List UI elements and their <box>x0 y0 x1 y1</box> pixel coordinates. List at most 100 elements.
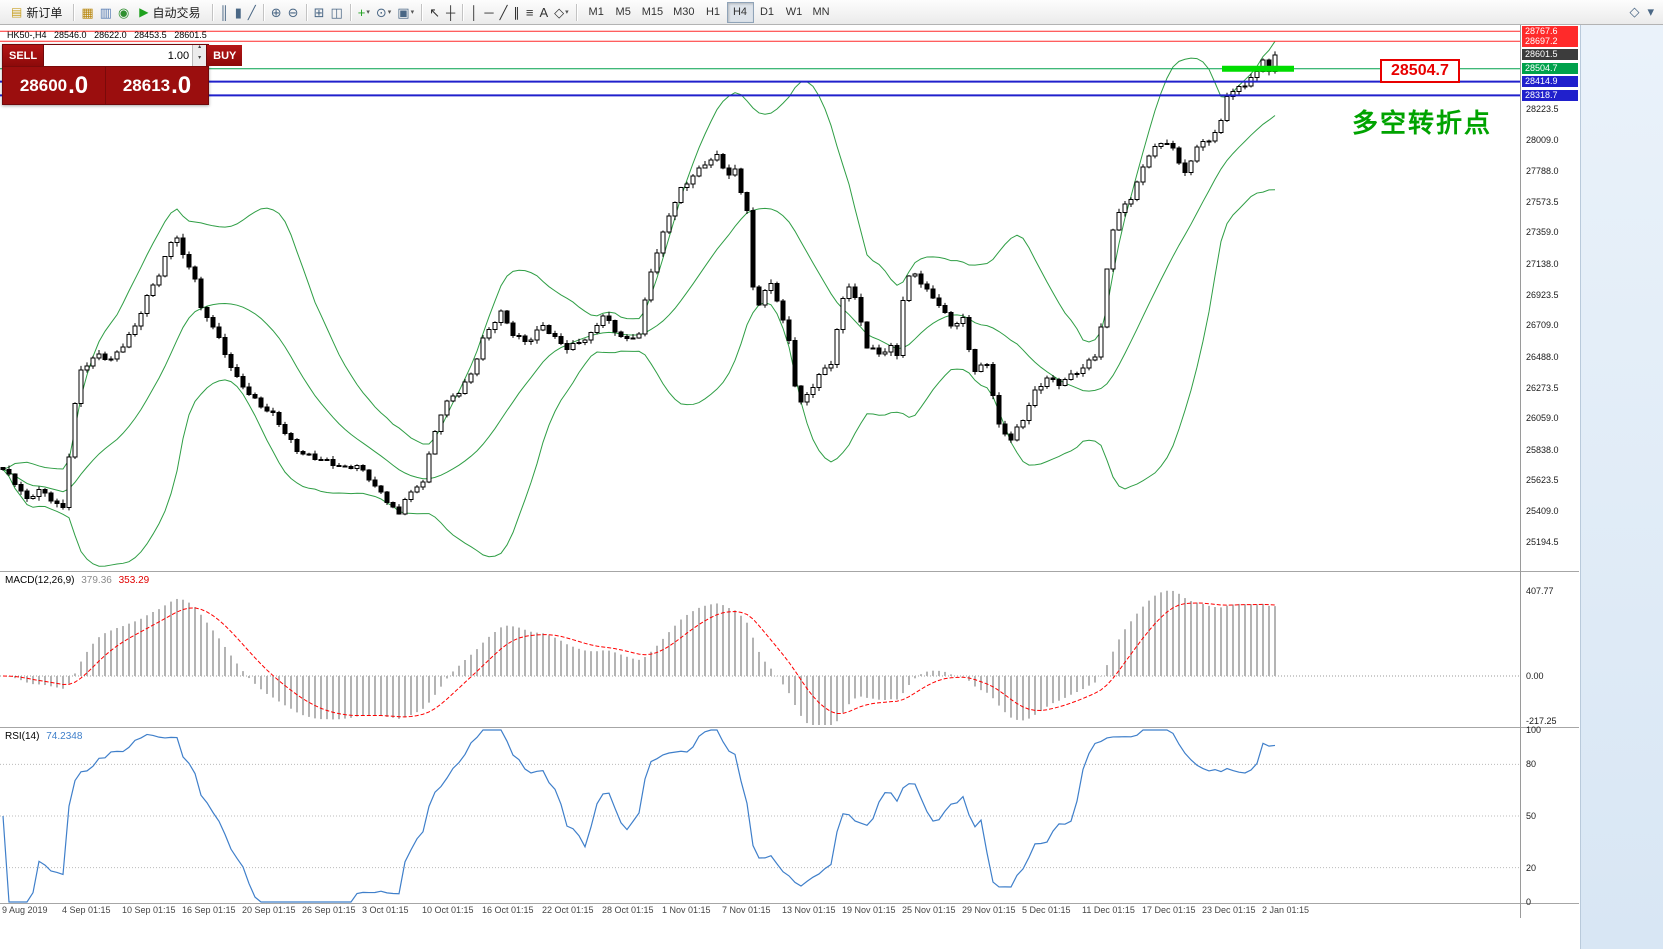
new-order-button-label: 新订单 <box>26 5 63 20</box>
horizontal-line-icon: ─ <box>484 4 494 20</box>
chart-window-icon: ▦ <box>81 4 94 20</box>
volume-spinner[interactable]: ▴ ▾ <box>192 44 207 66</box>
time-tick-label: 17 Dec 01:15 <box>1142 905 1196 915</box>
sell-price-frac: .0 <box>68 71 89 99</box>
rsi-value: 74.2348 <box>46 731 83 742</box>
line-chart-icon[interactable]: ╱ <box>245 2 259 23</box>
timeframe-m30[interactable]: M30 <box>668 2 699 23</box>
crosshair-icon[interactable]: ┼ <box>443 2 458 23</box>
rsi-indicator-label: RSI(14) 74.2348 <box>5 731 86 742</box>
horizontal-line-icon[interactable]: ─ <box>481 2 496 23</box>
sell-price[interactable]: 28600 .0 <box>3 67 106 104</box>
time-tick-label: 10 Sep 01:15 <box>122 905 176 915</box>
bar-chart-icon[interactable]: ║ <box>217 2 232 23</box>
arrows-icon[interactable]: ◇ ▾ <box>551 2 572 23</box>
trade-panel-top-row: SELL ▴▾ BUY <box>3 44 243 67</box>
buy-button[interactable]: BUY <box>207 45 243 66</box>
cascade-windows-icon[interactable]: ◫ <box>327 2 345 23</box>
data-window-icon[interactable]: ◉ <box>115 2 132 23</box>
data-window-icon: ◉ <box>117 4 130 20</box>
zoom-in-icon[interactable]: ⊕ <box>268 2 285 23</box>
periods-menu-icon[interactable]: ⊙ ▾ <box>373 2 394 23</box>
time-tick-label: 10 Oct 01:15 <box>422 905 474 915</box>
indicators-menu-icon[interactable]: + ▾ <box>355 2 373 23</box>
tile-windows-icon[interactable]: ⊞ <box>311 2 328 23</box>
buy-price[interactable]: 28613 .0 <box>106 67 208 104</box>
time-tick-label: 16 Sep 01:15 <box>182 905 236 915</box>
dropdown-caret-icon: ▾ <box>366 9 370 16</box>
bb-middle-band <box>2 115 1276 493</box>
rsi-line <box>2 729 1276 903</box>
timeframe-w1[interactable]: W1 <box>781 2 808 23</box>
time-tick-label: 26 Sep 01:15 <box>302 905 356 915</box>
price-callout-label[interactable]: 28504.7 <box>1380 58 1460 83</box>
text-label-icon[interactable]: A <box>537 2 552 23</box>
spinner-up-icon[interactable]: ▴ <box>198 44 202 50</box>
main-toolbar: ▤ 新订单 ▦ ▥ ◉ ▶ 自动交易 ║ ▮ ╱ ⊕ ⊖ ⊞ ◫ + ▾ ⊙ ▾ ▣ ▾ ↖ ┼ │ ─ ╱ ∥ ≡ A ◇ ▾ M1 M5 M… <box>0 0 1663 25</box>
play-icon: ▶ <box>139 5 149 19</box>
support-highlight-line[interactable] <box>1222 65 1294 72</box>
sell-button[interactable]: SELL <box>3 45 44 66</box>
volume-input[interactable] <box>44 45 193 66</box>
channel-icon[interactable]: ∥ <box>510 2 523 23</box>
timeframe-m5[interactable]: M5 <box>610 2 637 23</box>
time-tick-label: 5 Dec 01:15 <box>1022 905 1071 915</box>
time-tick-label: 3 Oct 01:15 <box>362 905 409 915</box>
text-label-icon: A <box>539 4 549 20</box>
turning-point-annotation[interactable]: 多空转折点 <box>1352 108 1493 138</box>
new-order-button[interactable]: ▤ 新订单 <box>4 2 69 23</box>
profiles-icon[interactable]: ▥ <box>97 2 115 23</box>
trendline-icon[interactable]: ╱ <box>497 2 511 23</box>
macd-indicator-label: MACD(12,26,9) 379.36 353.29 <box>5 575 153 586</box>
templates-menu-icon[interactable]: ▣ ▾ <box>394 2 417 23</box>
price-level-lines[interactable] <box>0 30 1520 97</box>
close-value: 28601.5 <box>174 30 207 40</box>
toolbar-right-icons: ◇ ▾ <box>1626 2 1659 23</box>
time-tick-label: 19 Nov 01:15 <box>842 905 896 915</box>
macd-name: MACD(12,26,9) <box>5 575 75 586</box>
spinner-down-icon[interactable]: ▾ <box>198 54 202 61</box>
symbol-ohlc-bar: HK50-,H4 28546.0 28622.0 28453.5 28601.5 <box>7 30 212 40</box>
timeframe-h4[interactable]: H4 <box>726 1 754 23</box>
timeframe-m15[interactable]: M15 <box>637 2 668 23</box>
time-axis: 9 Aug 2019 4 Sep 01:15 10 Sep 01:15 16 Sep … <box>0 905 1520 919</box>
timeframe-m1[interactable]: M1 <box>583 2 610 23</box>
dropdown-caret-icon: ▾ <box>387 9 392 16</box>
timeframe-h1[interactable]: H1 <box>700 2 727 23</box>
time-tick-label: 28 Oct 01:15 <box>602 905 654 915</box>
time-tick-label: 1 Nov 01:15 <box>662 905 711 915</box>
time-tick-label: 7 Nov 01:15 <box>722 905 771 915</box>
macd-signal-line <box>2 602 1276 718</box>
zoom-out-icon[interactable]: ⊖ <box>285 2 302 23</box>
candlestick-chart-icon: ▮ <box>234 4 242 20</box>
cursor-icon[interactable]: ↖ <box>426 2 443 23</box>
timeframe-mn[interactable]: MN <box>808 2 835 23</box>
toolbar-overflow-icon[interactable]: ▾ <box>1647 4 1654 19</box>
vertical-line-icon[interactable]: │ <box>467 2 481 23</box>
new-order-icon: ▤ <box>11 5 23 19</box>
volume-field[interactable]: ▴▾ <box>43 44 208 66</box>
macd-signal-value: 353.29 <box>118 575 150 586</box>
high-value: 28622.0 <box>94 30 127 40</box>
toolbar-separator <box>421 3 423 21</box>
fibonacci-icon[interactable]: ≡ <box>523 2 537 23</box>
window-options-icon[interactable]: ◇ <box>1629 4 1640 19</box>
profiles-icon: ▥ <box>99 4 112 20</box>
auto-trading-button[interactable]: ▶ 自动交易 <box>132 2 207 23</box>
candlestick-chart-icon[interactable]: ▮ <box>232 2 245 23</box>
time-tick-label: 29 Nov 01:15 <box>962 905 1016 915</box>
templates-menu-icon: ▣ <box>397 4 410 20</box>
timeframe-d1[interactable]: D1 <box>754 2 781 23</box>
line-chart-icon: ╱ <box>247 4 256 20</box>
toolbar-separator <box>305 3 307 21</box>
macd-indicator <box>2 590 1276 725</box>
dropdown-caret-icon: ▾ <box>410 9 415 16</box>
crosshair-icon: ┼ <box>446 4 456 20</box>
bb-lower-band <box>2 189 1276 567</box>
sell-price-int: 28600 <box>19 75 68 95</box>
chart-window-icon[interactable]: ▦ <box>78 2 96 23</box>
trade-panel-prices: 28600 .0 28613 .0 <box>3 67 208 104</box>
buy-price-frac: .0 <box>171 71 192 99</box>
